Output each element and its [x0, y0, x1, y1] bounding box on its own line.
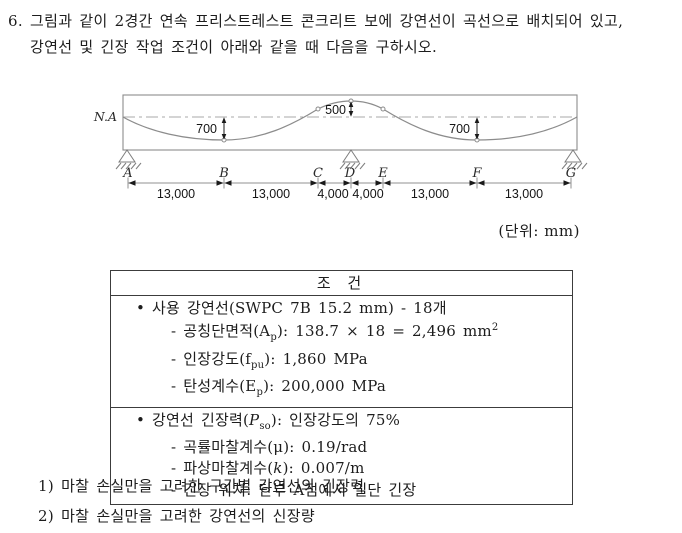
span-DE: 4,000: [352, 187, 383, 201]
point-label-D: D: [344, 166, 356, 181]
elastic-modulus-line: - 탄성계수(Ep): 200,000 MPa: [171, 377, 387, 399]
support-A-hatch: [115, 162, 142, 170]
span-dimension-values: 13,000 13,000 4,000 4,000 13,000 13,000: [157, 187, 543, 201]
tensioning-location-line: - 긴장 위치: 단부 A점에서 일단 긴장: [171, 480, 417, 499]
neutral-axis-label: N.A: [93, 109, 117, 124]
tendon-node-C: [315, 106, 321, 112]
span-CD: 4,000: [317, 187, 348, 201]
eccentricity-left-value: 700: [196, 122, 217, 136]
subscript-fpu: pu: [251, 359, 265, 371]
tensioning-conditions-section: • 강연선 긴장력(Pso): 인장강도의 75% - 곡률마찰계수(μ): 0…: [111, 408, 572, 505]
eccentricity-mid-value: 500: [325, 103, 346, 117]
curvature-friction-line: - 곡률마찰계수(μ): 0.19/rad: [171, 438, 368, 457]
symbol-P: P: [249, 410, 260, 429]
jacking-force-line: • 강연선 긴장력(Pso): 인장강도의 75%: [136, 410, 401, 432]
problem-line-1: 6. 그림과 같이 2경간 연속 프리스트레스트 콘크리트 보에 강연선이 곡선…: [8, 8, 674, 34]
nominal-area-line: - 공칭단면적(Ap): 138.7 × 18 = 2,496 mm2: [171, 322, 499, 344]
questions: 1) 마찰 손실만을 고려한 구간별 강연선의 긴장력 2) 마찰 손실만을 고…: [38, 471, 658, 531]
strand-properties-section: • 사용 강연선(SWPC 7B 15.2 mm) - 18개 - 공칭단면적(…: [111, 296, 572, 408]
dimension-arrowheads: [128, 180, 571, 186]
superscript-mm2: 2: [491, 322, 499, 334]
span-BC: 13,000: [252, 187, 290, 201]
tensile-strength-line: - 인장강도(fpu): 1,860 MPa: [171, 349, 368, 371]
symbol-k: k: [273, 459, 283, 478]
tendon-node-E: [380, 106, 386, 112]
subscript-Pso: so: [259, 420, 271, 432]
dimension-ticks: [127, 177, 572, 189]
dimension-chain: 13,000 13,000 4,000 4,000 13,000 13,000: [127, 177, 572, 201]
eccentricity-mid: 500: [325, 101, 354, 117]
span-FG: 13,000: [505, 187, 543, 201]
point-label-F: F: [471, 166, 482, 181]
point-label-E: E: [377, 166, 388, 181]
wobble-friction-line: - 파상마찰계수(k): 0.007/m: [171, 459, 365, 478]
problem-text-1: 그림과 같이 2경간 연속 프리스트레스트 콘크리트 보에 강연선이 곡선으로 …: [30, 12, 624, 30]
question-1: 1) 마찰 손실만을 고려한 구간별 강연선의 긴장력: [38, 477, 365, 495]
question-2: 2) 마찰 손실만을 고려한 강연선의 신장량: [38, 507, 315, 525]
problem-text-2: 강연선 및 긴장 작업 조건이 아래와 같을 때 다음을 구하시오.: [30, 38, 438, 56]
beam-diagram: N.A 700 500 700: [93, 94, 588, 201]
point-label-A: A: [122, 166, 132, 181]
condition-table: 조 건 • 사용 강연선(SWPC 7B 15.2 mm) - 18개 - 공칭…: [110, 270, 573, 506]
beam-outline: [122, 94, 578, 151]
support-G: [561, 149, 588, 170]
point-label-G: G: [566, 166, 576, 181]
point-label-B: B: [218, 166, 229, 181]
point-labels: A B C D E F G: [122, 166, 576, 181]
problem-statement: 6. 그림과 같이 2경간 연속 프리스트레스트 콘크리트 보에 강연선이 곡선…: [8, 8, 674, 60]
problem-number: 6.: [8, 12, 23, 30]
support-G-hatch: [561, 162, 588, 170]
subscript-Ep: p: [256, 387, 264, 399]
condition-table-header: 조 건: [111, 271, 572, 296]
subscript-Ap: p: [270, 332, 277, 344]
unit-note: (단위: mm): [498, 222, 580, 240]
eccentricity-right-value: 700: [449, 122, 470, 136]
strand-spec-line: • 사용 강연선(SWPC 7B 15.2 mm) - 18개: [136, 299, 447, 317]
support-D: [339, 149, 366, 170]
support-D-hatch: [339, 162, 366, 170]
eccentricity-right: 700: [449, 117, 480, 140]
support-A: [115, 149, 142, 170]
point-label-C: C: [313, 166, 323, 181]
span-AB: 13,000: [157, 187, 195, 201]
eccentricity-left: 700: [196, 117, 227, 140]
span-EF: 13,000: [411, 187, 449, 201]
